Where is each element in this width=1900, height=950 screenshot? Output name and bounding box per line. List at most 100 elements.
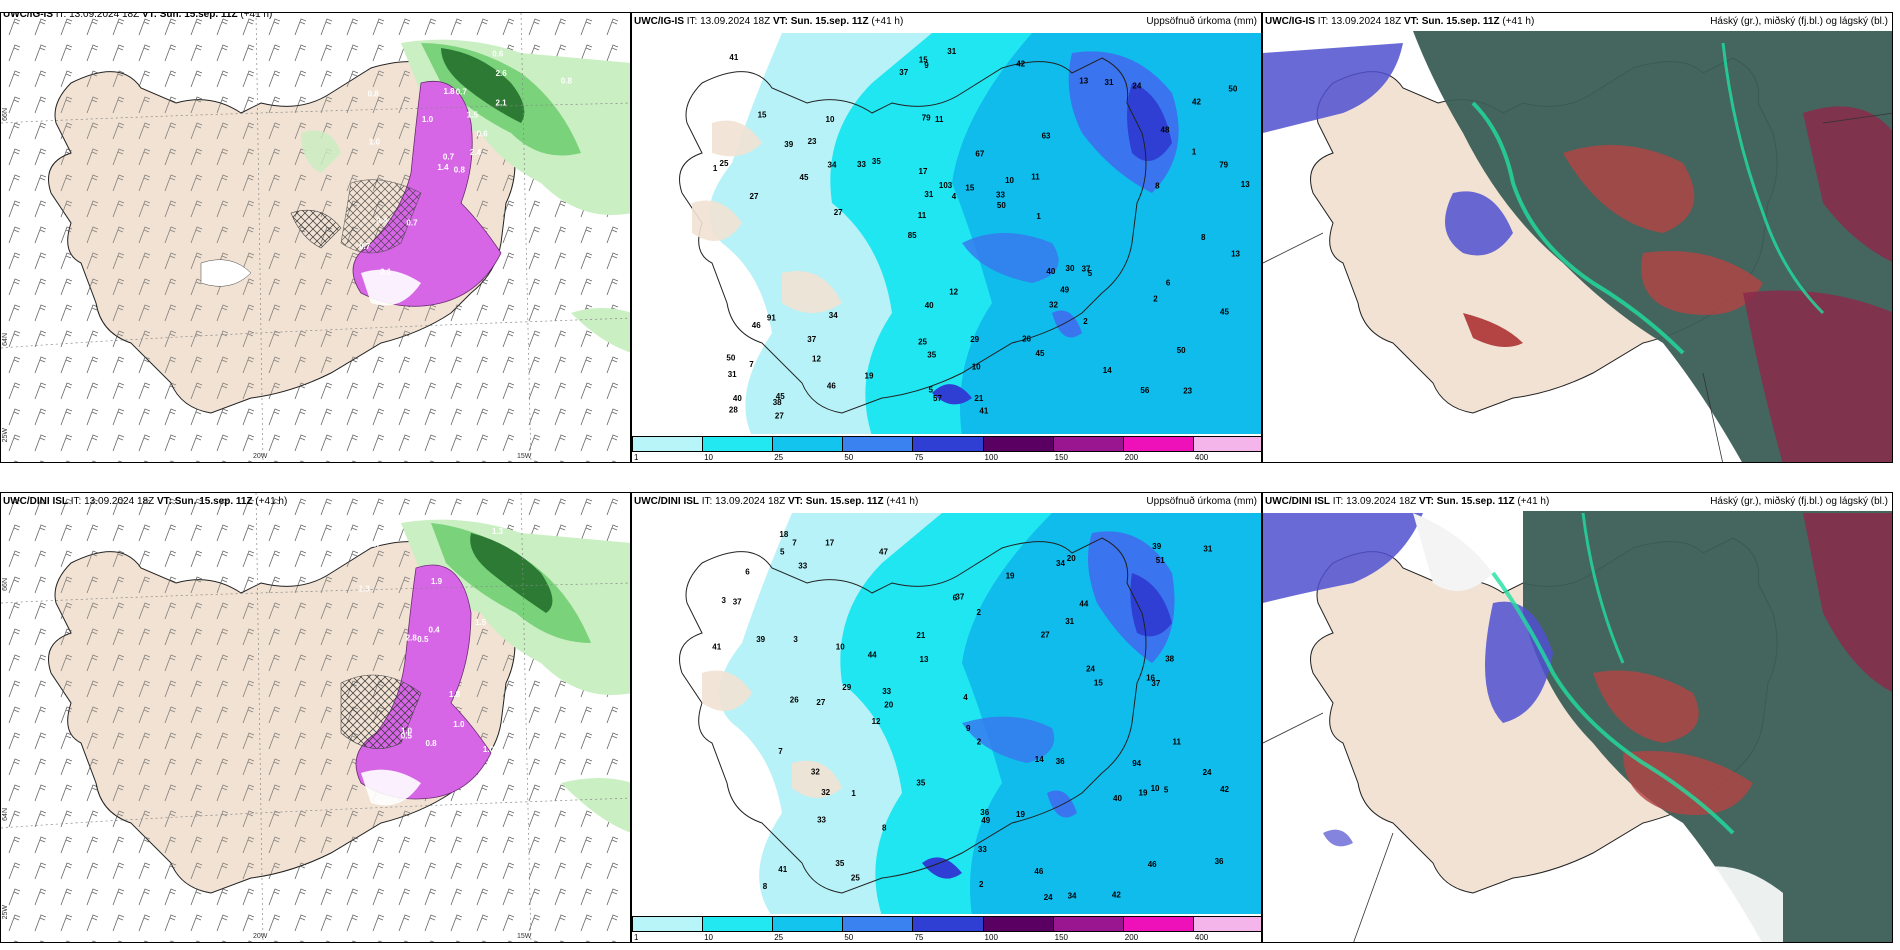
value-label: 39 <box>756 635 765 644</box>
value-label: 0.8 <box>454 166 466 175</box>
value-label: 0.6 <box>492 49 504 58</box>
value-label: 19 <box>1006 572 1015 581</box>
value-label: 2.6 <box>496 69 508 78</box>
value-label: 10 <box>972 363 981 372</box>
value-label: 10 <box>1005 176 1014 185</box>
value-label: 18 <box>779 530 788 539</box>
value-label: 50 <box>1177 346 1186 355</box>
value-label: 17 <box>825 539 834 548</box>
value-label: 29 <box>842 683 851 692</box>
cloud-map <box>1263 31 1892 462</box>
value-label: 2.8 <box>406 633 418 642</box>
colorbar-swatch <box>982 436 1054 452</box>
cloud-panel-bottom: UWC/DINI ISL IT: 13.09.2024 18Z VT: Sun.… <box>1262 492 1893 943</box>
value-label: 50 <box>1228 85 1237 94</box>
value-label: 0.6 <box>547 735 559 744</box>
value-label: 41 <box>778 865 787 874</box>
value-label: 1.0 <box>343 530 355 539</box>
value-label: 25 <box>720 159 729 168</box>
value-label: 1.3 <box>492 527 504 536</box>
lon-label-25: 25W <box>2 428 9 443</box>
value-label: 32 <box>1049 300 1058 309</box>
value-label: 34 <box>1056 559 1065 568</box>
lat-label-66: 66N <box>2 108 9 121</box>
colorbar-swatch <box>1192 916 1261 932</box>
value-label: 45 <box>1036 349 1045 358</box>
lat-label-64: 64N <box>2 333 9 346</box>
value-label: 1.9 <box>431 577 443 586</box>
colorbar-tick: 50 <box>844 453 854 462</box>
value-label: 0.7 <box>456 87 468 96</box>
value-label: 35 <box>927 350 936 359</box>
value-label: 5 <box>1088 269 1093 278</box>
colorbar-tick: 10 <box>704 453 714 462</box>
colorbar-swatch <box>1052 916 1124 932</box>
value-label: 44 <box>868 651 877 660</box>
value-label: 0.5 <box>438 511 450 520</box>
value-label: 1.0 <box>401 727 413 736</box>
lon-label-15: 15W <box>517 933 532 940</box>
colorbar-swatch <box>702 436 774 452</box>
colorbar-swatch <box>1192 436 1261 452</box>
value-label: 63 <box>1042 131 1051 140</box>
colorbar-swatch <box>632 916 704 932</box>
value-label: 1.0 <box>422 115 434 124</box>
value-label: 2 <box>977 737 982 746</box>
colorbar-swatch <box>912 916 984 932</box>
value-label: 0.4 <box>376 217 388 226</box>
value-label: 30 <box>1066 264 1075 273</box>
value-label: 19 <box>1016 810 1025 819</box>
panel-title: Uppsöfnuð úrkoma (mm) <box>1146 496 1257 507</box>
value-label: 2 <box>977 608 982 617</box>
value-label: 1.5 <box>475 618 487 627</box>
colorbar-swatch <box>842 436 914 452</box>
value-label: 12 <box>872 717 881 726</box>
value-label: 67 <box>975 150 984 159</box>
value-label: 39 <box>1152 542 1161 551</box>
precip-map: 2442494136444744243736514124253333353437… <box>632 511 1261 916</box>
value-label: 35 <box>916 779 925 788</box>
value-label: 24 <box>1203 768 1212 777</box>
value-label: 51 <box>1156 556 1165 565</box>
value-label: 41 <box>729 53 738 62</box>
value-label: 15 <box>919 55 928 64</box>
value-label: 46 <box>827 381 836 390</box>
value-label: 34 <box>1068 892 1077 901</box>
wind-panel-top: UWC/IG-IS IT: 13.09.2024 18Z VT: Sun. 15… <box>0 12 631 463</box>
value-label: 11 <box>1173 737 1182 746</box>
wind-map: 0.8 0.8 0.7 0.7 0.6 0.7 0.6 0.7 2.6 2.4 2.1 0.4 1.0 0… <box>1 13 630 462</box>
precip-colorbar: 1 10 25 50 75 100 150 200 400 <box>632 914 1261 942</box>
value-label: 46 <box>1148 860 1157 869</box>
value-label: 85 <box>908 231 917 240</box>
value-label: 17 <box>919 167 928 176</box>
value-label: 34 <box>828 161 837 170</box>
value-label: 48 <box>1161 125 1170 134</box>
value-label: 41 <box>712 643 721 652</box>
value-label: 36 <box>1056 757 1065 766</box>
value-label: 1.0 <box>453 720 465 729</box>
colorbar-tick: 150 <box>1054 453 1069 462</box>
value-label: 31 <box>728 370 737 379</box>
value-label: 42 <box>1192 98 1201 107</box>
value-label: 20 <box>1067 554 1076 563</box>
value-label: 37 <box>899 68 908 77</box>
value-label: 37 <box>955 593 964 602</box>
panel-title: Háský (gr.), miðský (fj.bl.) og lágský (… <box>1710 496 1888 507</box>
value-label: 10 <box>826 115 835 124</box>
value-label: 0.4 <box>429 625 441 634</box>
value-label: 42 <box>1112 890 1121 899</box>
value-label: 57 <box>933 394 942 403</box>
value-label: 26 <box>790 696 799 705</box>
panel-header: UWC/DINI ISL IT: 13.09.2024 18Z VT: Sun.… <box>634 496 1257 507</box>
value-label: 24 <box>1044 893 1053 902</box>
value-label: 37 <box>807 335 816 344</box>
value-label: 5 <box>1164 786 1169 795</box>
precip-value-labels: 2327428563457967913531121110515913401112… <box>713 47 1250 420</box>
value-label: 10 <box>1151 784 1160 793</box>
value-label: 8 <box>763 882 768 891</box>
value-label: 28 <box>729 405 738 414</box>
value-label: 8 <box>1155 181 1160 190</box>
value-label: 0.8 <box>368 90 380 99</box>
value-label: 0.6 <box>477 130 489 139</box>
value-label: 5 <box>929 385 934 394</box>
